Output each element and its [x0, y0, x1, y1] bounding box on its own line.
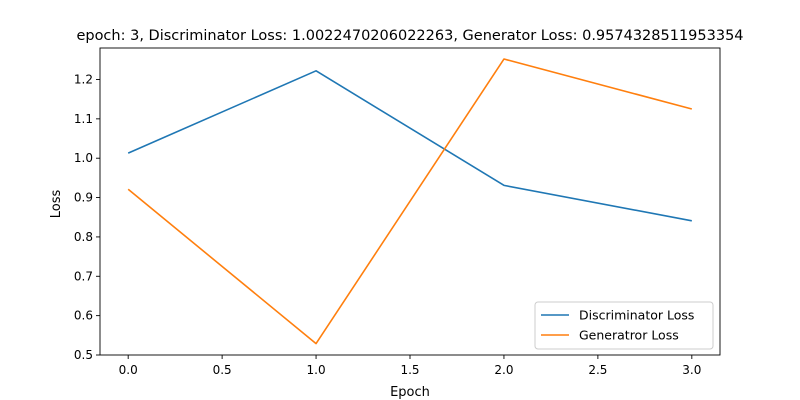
- legend-label: Discriminator Loss: [579, 308, 694, 323]
- legend: Discriminator Loss Generatror Loss: [534, 301, 714, 350]
- data-point-discriminator-loss: [691, 220, 693, 222]
- x-tick-label: 3.0: [682, 363, 701, 377]
- x-tick-label: 1.0: [307, 363, 326, 377]
- legend-label: Generatror Loss: [579, 328, 679, 343]
- x-tick-label: 2.0: [494, 363, 513, 377]
- data-point-discriminator-loss: [315, 70, 317, 72]
- y-axis-label: Loss: [49, 190, 64, 219]
- y-tick-label: 0.6: [74, 309, 93, 323]
- data-point-discriminator-loss: [127, 152, 129, 154]
- plot-frame: [99, 47, 721, 356]
- series-layer: [127, 58, 693, 345]
- y-tick-label: 1.0: [74, 151, 93, 165]
- y-tick-label: 0.7: [74, 269, 93, 283]
- y-tick-label: 0.8: [74, 230, 93, 244]
- data-point-generatror-loss: [127, 188, 129, 190]
- x-axis-label: Epoch: [390, 385, 430, 400]
- x-tick-label: 2.5: [588, 363, 607, 377]
- axes: 0.0 0.5 1.0 1.5 2.0 2.5 3.0 0.5 0.6 0.7 0.8 0.9 1.0 1…: [74, 72, 701, 377]
- series-line-generatror-loss: [127, 58, 693, 345]
- series-line-discriminator-loss: [127, 70, 692, 222]
- data-point-generatror-loss: [691, 108, 693, 110]
- y-tick-label: 1.1: [74, 112, 93, 126]
- y-tick-label: 1.2: [74, 72, 93, 86]
- legend-box: [534, 301, 714, 350]
- y-tick-label: 0.5: [74, 348, 93, 362]
- x-tick-label: 0.0: [119, 363, 138, 377]
- x-tick-label: 1.5: [400, 363, 419, 377]
- x-tick-label: 0.5: [213, 363, 232, 377]
- data-point-generatror-loss: [315, 343, 317, 345]
- data-point-discriminator-loss: [503, 185, 505, 187]
- y-tick-label: 0.9: [74, 191, 93, 205]
- chart-title: epoch: 3, Discriminator Loss: 1.00224702…: [76, 28, 743, 44]
- data-point-generatror-loss: [503, 58, 505, 60]
